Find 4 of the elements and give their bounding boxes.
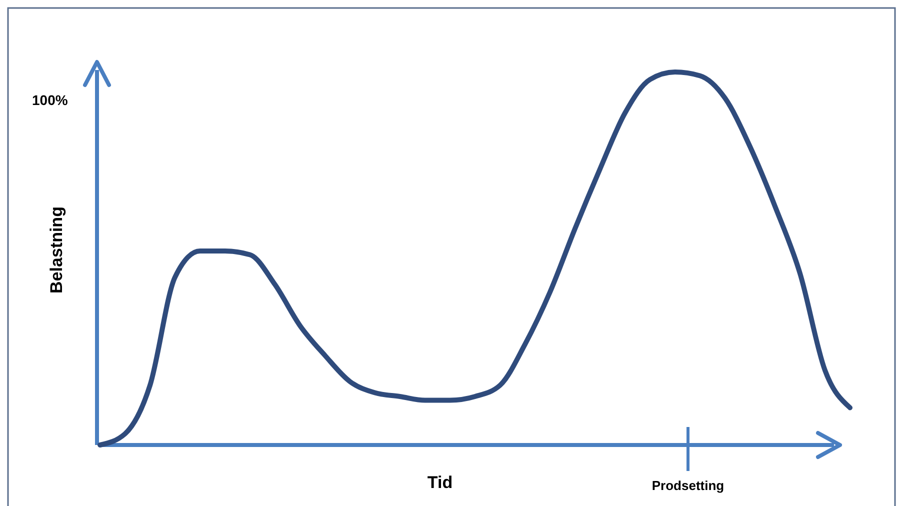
x-axis-title: Tid xyxy=(427,473,453,492)
y-axis-title: Belastning xyxy=(47,206,66,294)
text: Prodsetting xyxy=(652,478,724,493)
text: 100% xyxy=(32,92,68,108)
